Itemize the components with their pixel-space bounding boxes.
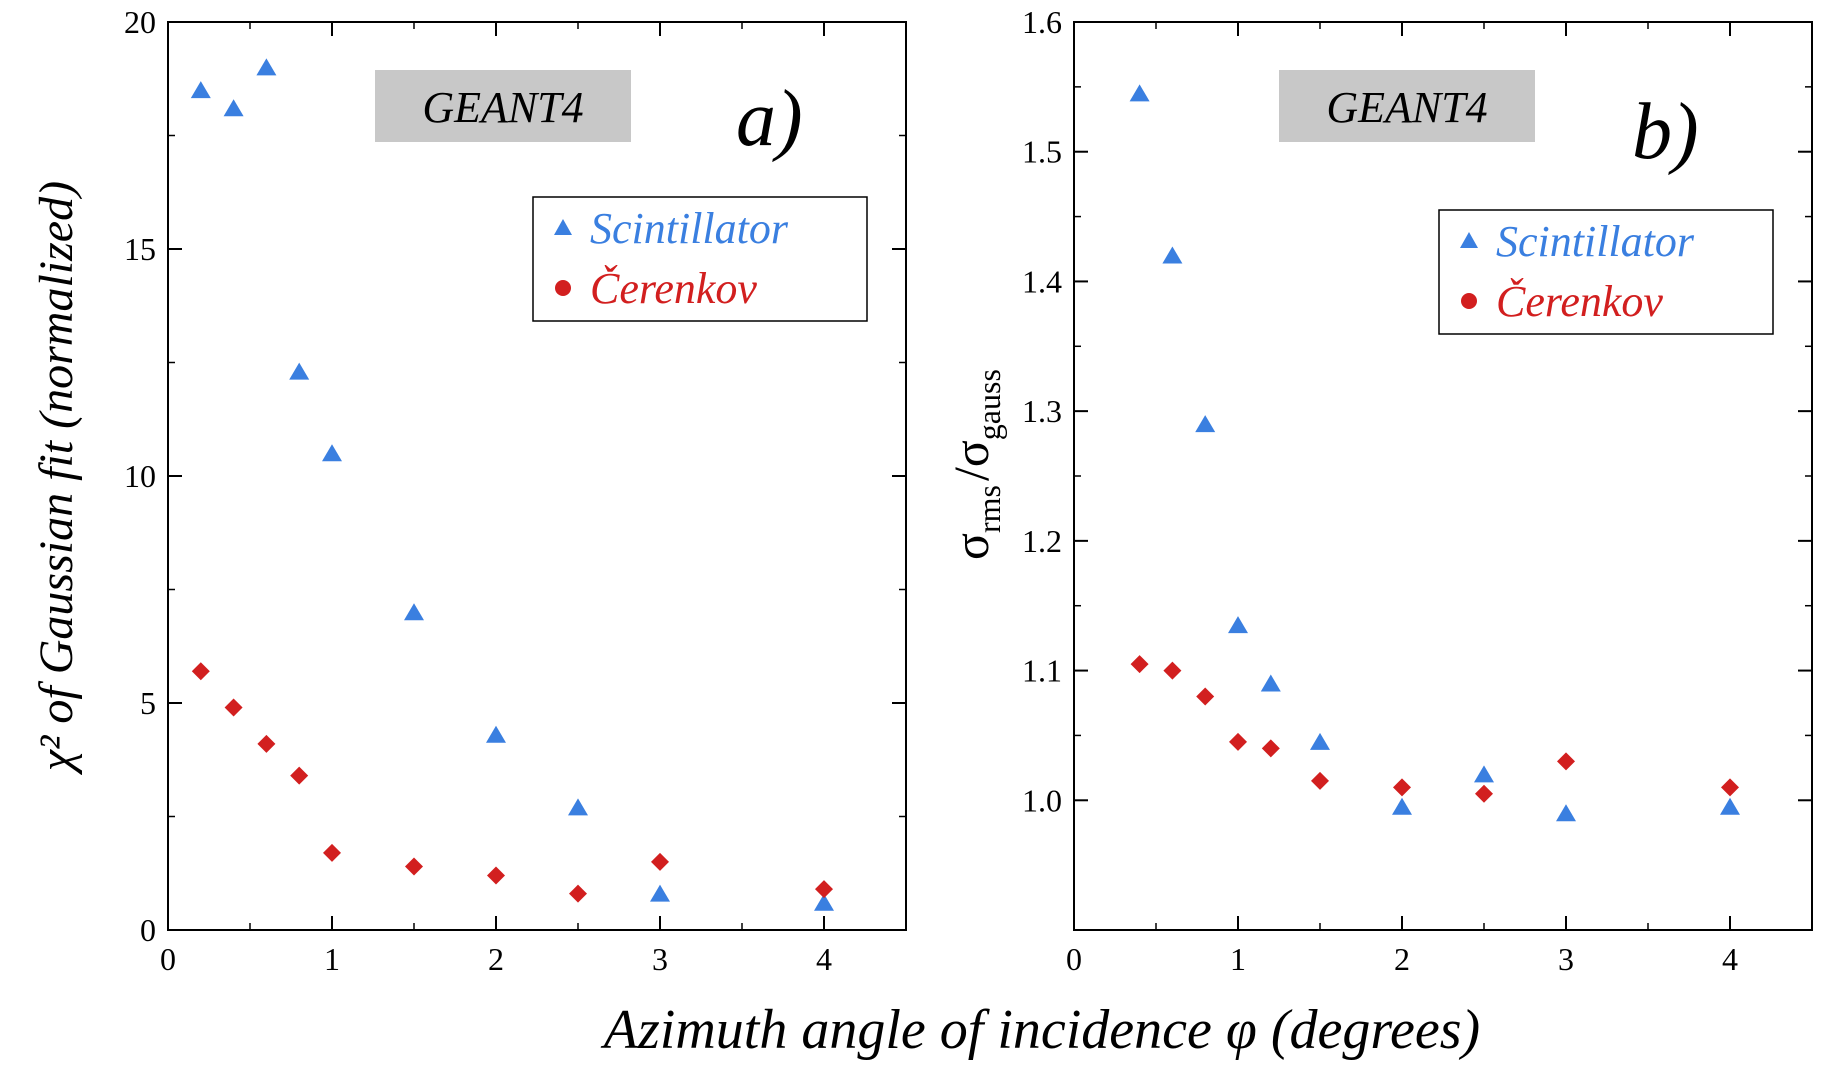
panel-a-y-tick-label: 5 [140, 685, 156, 721]
panel-a-points [190, 58, 834, 911]
panel-a-ticks: 0 1 2 3 4 0 5 10 15 20 [124, 4, 906, 977]
panel-b-cerenkov-point [1261, 739, 1280, 758]
panel-b-points [1129, 84, 1740, 822]
panel-a-chart: 0 1 2 3 4 0 5 10 15 20 GEANT4 a) Scintillator Čer… [30, 4, 907, 977]
panel-b-x-tick-label: 4 [1722, 941, 1738, 977]
panel-a-cerenkov-point [290, 766, 309, 785]
panel-a-legend: Scintillator Čerenkov [532, 196, 868, 322]
panel-a-x-tick-label: 2 [488, 941, 504, 977]
panel-b-legend-scintillator-label: Scintillator [1496, 217, 1695, 266]
panel-b-y-tick-label: 1.0 [1022, 782, 1062, 818]
panel-b-cerenkov-point [1229, 732, 1247, 751]
panel-a-legend-frame [532, 196, 868, 322]
panel-b-cerenkov-point [1475, 784, 1493, 803]
panel-b-y-sigma-rms: σ [943, 533, 999, 560]
panel-a-y-tick-label: 0 [140, 912, 156, 948]
panel-a-scintillator-point [322, 444, 342, 462]
panel-a-cerenkov-point [191, 662, 210, 681]
panel-b-ticks: 0 1 2 3 4 1.0 1.1 1.2 1.3 1.4 1.5 1.6 [1022, 4, 1812, 977]
panel-b-legend: Scintillator Čerenkov [1438, 209, 1774, 335]
panel-a-cerenkov-point [815, 880, 833, 899]
panel-b-legend-scintillator-marker [1460, 232, 1478, 248]
panel-b-cerenkov-point [1163, 661, 1182, 680]
panel-a-scintillator-point [814, 893, 834, 911]
panel-b-cerenkov-point [1721, 778, 1739, 797]
panel-a-scintillator-point [486, 725, 506, 743]
panel-b-y-tick-label: 1.1 [1022, 653, 1062, 689]
panel-b-scintillator-point [1474, 765, 1494, 783]
panel-b-y-tick-label: 1.5 [1022, 134, 1062, 170]
panel-b-legend-cerenkov-marker [1461, 293, 1477, 309]
panel-b-x-tick-label: 0 [1066, 941, 1082, 977]
panel-b-x-tick-label: 2 [1394, 941, 1410, 977]
panel-a-scintillator-point [404, 603, 424, 621]
panel-b-y-tick-label: 1.6 [1022, 4, 1062, 40]
panel-a-cerenkov-point [405, 857, 423, 876]
panel-b-label: b) [1632, 88, 1699, 176]
panel-b-chart: 0 1 2 3 4 1.0 1.1 1.2 1.3 1.4 1.5 1.6 GEANT4 b) Sci… [943, 4, 1813, 977]
shared-x-axis-title: Azimuth angle of incidence φ (degrees) [600, 999, 1480, 1061]
panel-b-y-axis-title: σrms/σgauss [943, 369, 1007, 560]
panel-b-scintillator-point [1162, 246, 1183, 264]
panel-b-y-tick-label: 1.4 [1022, 263, 1062, 299]
panel-b-y-slash: / [943, 467, 999, 481]
panel-b-badge: GEANT4 [1326, 83, 1487, 132]
panel-a-cerenkov-point [487, 866, 505, 885]
panel-a-cerenkov-point [224, 698, 243, 717]
panel-b-x-tick-label: 3 [1558, 941, 1574, 977]
panel-a-y-axis-title: χ² of Gaussian fit (normalized) [30, 181, 83, 775]
panel-a-scintillator-point [256, 58, 277, 76]
panel-b-cerenkov-point [1557, 752, 1575, 771]
panel-a-scintillator-point [650, 884, 670, 902]
panel-a-badge: GEANT4 [422, 83, 583, 132]
panel-b-y-sigma-gauss: σ [943, 440, 999, 467]
panel-b-scintillator-point [1310, 732, 1330, 750]
panel-b-scintillator-point [1260, 674, 1281, 692]
panel-b-x-tick-label: 1 [1230, 941, 1246, 977]
panel-b-cerenkov-point [1393, 778, 1411, 797]
panel-b-scintillator-point [1720, 797, 1740, 815]
panel-a-y-tick-label: 15 [124, 231, 156, 267]
panel-a-cerenkov-point [257, 734, 276, 753]
panel-b-y-tick-label: 1.2 [1022, 523, 1062, 559]
panel-b-scintillator-point [1392, 797, 1412, 815]
panel-b-y-sub-rms: rms [971, 485, 1007, 533]
panel-a-x-tick-label: 0 [160, 941, 176, 977]
panel-b-badge-background [1279, 70, 1535, 142]
panel-a-scintillator-point [190, 81, 211, 99]
panel-b-scintillator-point [1195, 415, 1216, 433]
panel-a-scintillator-point [289, 362, 310, 380]
panel-a-y-tick-label: 10 [124, 458, 156, 494]
panel-a-scintillator-point [223, 99, 244, 117]
panel-b-scintillator-point [1228, 616, 1248, 634]
panel-a-cerenkov-point [651, 852, 669, 871]
panel-b-cerenkov-point [1311, 771, 1329, 790]
panel-a-legend-scintillator-marker [554, 219, 572, 235]
panel-a-scintillator-point [568, 798, 588, 816]
panel-a-legend-scintillator-label: Scintillator [590, 204, 789, 253]
panel-a-badge-background [375, 70, 631, 142]
panel-a-label: a) [736, 75, 803, 163]
panel-a-cerenkov-point [323, 843, 341, 862]
panel-b-cerenkov-point [1196, 687, 1215, 706]
panel-a-legend-cerenkov-marker [555, 280, 571, 296]
panel-a-x-tick-label: 4 [816, 941, 832, 977]
panel-b-scintillator-point [1129, 84, 1150, 102]
panel-a-cerenkov-point [569, 884, 587, 903]
panel-b-legend-frame [1438, 209, 1774, 335]
panel-b-cerenkov-point [1130, 655, 1149, 674]
panel-b-scintillator-point [1556, 804, 1576, 822]
panel-b-plot-frame [1073, 21, 1813, 931]
panel-b-legend-cerenkov-label: Čerenkov [1496, 277, 1663, 326]
panel-a-y-tick-label: 20 [124, 4, 156, 40]
panel-b-y-sub-gauss: gauss [971, 369, 1007, 440]
panel-a-legend-cerenkov-label: Čerenkov [590, 264, 757, 313]
panel-a-x-tick-label: 3 [652, 941, 668, 977]
panel-a-x-tick-label: 1 [324, 941, 340, 977]
panel-b-y-tick-label: 1.3 [1022, 393, 1062, 429]
